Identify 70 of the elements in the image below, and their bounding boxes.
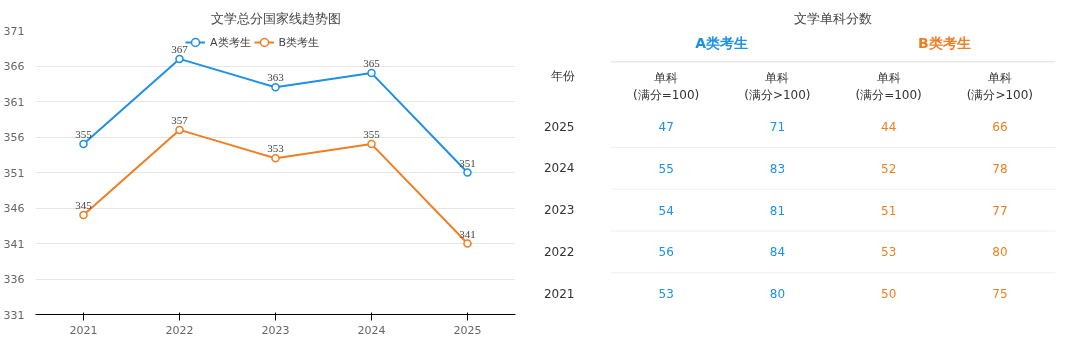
text: A类考生 bbox=[695, 35, 749, 52]
data-label: 357 bbox=[171, 113, 189, 126]
data-label: 56 bbox=[658, 245, 674, 260]
legend-label: B类考生 bbox=[278, 34, 320, 50]
data-label: 54 bbox=[658, 203, 674, 218]
data-label: 80 bbox=[769, 287, 786, 302]
data-label: 75 bbox=[992, 287, 1008, 302]
y-tick-label: 2025 bbox=[543, 119, 575, 134]
point bbox=[463, 239, 472, 248]
y-tick-label: 366 bbox=[3, 60, 25, 73]
point bbox=[79, 139, 88, 149]
data-label: 52 bbox=[880, 161, 897, 176]
data-label: 50 bbox=[880, 287, 897, 302]
point bbox=[367, 68, 376, 78]
data-label: 51 bbox=[880, 203, 897, 218]
data-label: 363 bbox=[267, 71, 285, 84]
x-tick-label: 2021 bbox=[69, 323, 98, 337]
y-tick-label: 356 bbox=[3, 131, 25, 144]
data-label: 44 bbox=[880, 120, 897, 135]
data-label: 53 bbox=[658, 287, 674, 302]
x-tick-label: 单科 (满分=100) bbox=[632, 71, 700, 103]
point bbox=[175, 125, 184, 135]
y-tick-label: 351 bbox=[3, 166, 25, 180]
chart-title: 文学单科分数 bbox=[794, 10, 872, 26]
data-label: 341 bbox=[459, 227, 476, 240]
data-label: 81 bbox=[769, 203, 786, 218]
y-tick-label: 361 bbox=[3, 95, 25, 109]
point bbox=[175, 54, 184, 64]
data-label: 53 bbox=[880, 245, 897, 260]
x-tick-label: 2025 bbox=[453, 323, 482, 337]
y-tick-label: 336 bbox=[3, 273, 25, 286]
y-tick-label: 2022 bbox=[543, 244, 575, 259]
point bbox=[367, 139, 376, 149]
point bbox=[271, 154, 280, 163]
x-tick-label: 2023 bbox=[261, 323, 290, 337]
y-tick-label: 341 bbox=[3, 237, 25, 251]
data-label: 83 bbox=[769, 161, 786, 176]
y-tick-label: 2024 bbox=[543, 161, 575, 176]
data-label: 84 bbox=[769, 245, 786, 260]
data-label: 345 bbox=[75, 199, 93, 212]
y-tick-label: 331 bbox=[3, 308, 25, 322]
data-label: 47 bbox=[658, 120, 674, 135]
chart-title: 文学总分国家线趋势图 bbox=[210, 10, 341, 26]
y-tick-label: 346 bbox=[3, 202, 25, 215]
data-label: 367 bbox=[171, 42, 189, 55]
data-label: 78 bbox=[992, 161, 1008, 176]
point bbox=[463, 168, 472, 177]
data-label: 71 bbox=[769, 120, 786, 135]
data-label: 55 bbox=[658, 161, 674, 176]
x-tick-label: 单科 (满分=100) bbox=[855, 71, 922, 103]
x-tick-label: 单科 (满分>100) bbox=[744, 71, 811, 103]
data-label: 355 bbox=[363, 128, 381, 141]
data-label: 80 bbox=[992, 245, 1008, 260]
x-tick-label: 2024 bbox=[357, 323, 386, 337]
data-label: 365 bbox=[363, 57, 381, 70]
data-label: 353 bbox=[267, 142, 285, 155]
data-label: 77 bbox=[992, 203, 1008, 218]
data-label: 351 bbox=[459, 156, 476, 169]
y-tick-label: 2023 bbox=[543, 203, 575, 218]
data-label: 355 bbox=[75, 128, 93, 141]
y-axis-title: 年份 bbox=[550, 69, 575, 84]
data-label: 66 bbox=[992, 120, 1008, 135]
point bbox=[79, 210, 88, 220]
y-tick-label: 371 bbox=[3, 24, 25, 38]
y-tick-label: 2021 bbox=[543, 286, 575, 301]
x-tick-label: 2022 bbox=[165, 323, 194, 337]
legend-label: A类考生 bbox=[210, 34, 251, 50]
point bbox=[271, 83, 280, 92]
text: B类考生 bbox=[917, 35, 971, 52]
x-tick-label: 单科 (满分>100) bbox=[966, 71, 1034, 103]
